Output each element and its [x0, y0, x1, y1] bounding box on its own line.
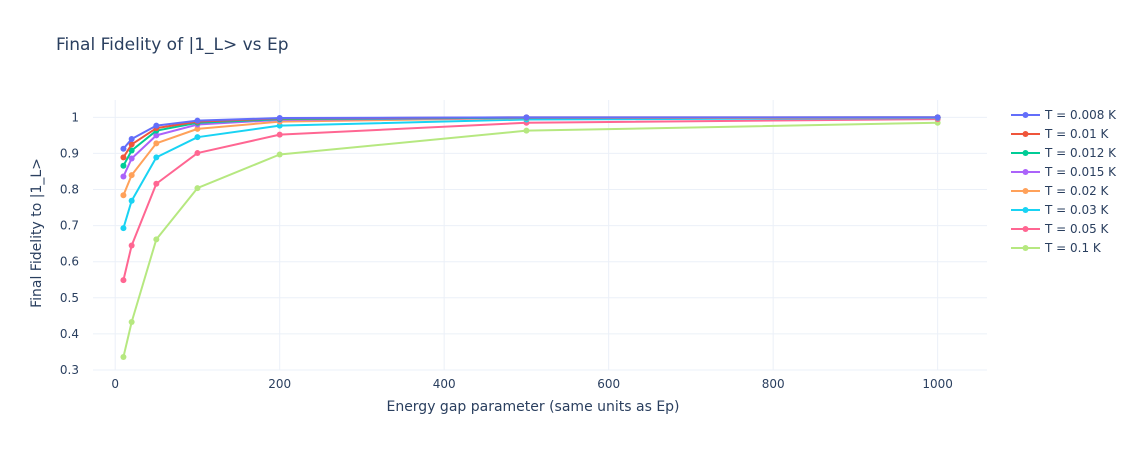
data-point — [120, 277, 127, 284]
data-point — [153, 154, 160, 161]
ticks-layer: 0 200 400 600 800 1000 0.3 0.4 0.5 0.6 0.7 0.8 0.9 1 — [60, 110, 953, 391]
legend-swatch-marker — [1022, 226, 1029, 232]
data-point — [276, 151, 283, 158]
legend-label: T = 0.008 K — [1044, 108, 1117, 122]
x-tick-label: 800 — [762, 377, 785, 391]
data-point — [128, 135, 135, 142]
grid-layer — [93, 100, 987, 371]
y-tick-label: 0.9 — [60, 146, 79, 160]
x-tick-label: 1000 — [922, 377, 953, 391]
legend: T = 0.008 K T = 0.01 K T = 0.012 K T = 0.01… — [1011, 108, 1117, 255]
data-point — [194, 185, 201, 192]
legend-item[interactable]: T = 0.01 K — [1011, 127, 1110, 141]
data-point — [128, 242, 135, 249]
x-tick-label: 0 — [111, 377, 119, 391]
legend-label: T = 0.02 K — [1044, 184, 1110, 198]
data-point — [128, 147, 135, 154]
series-6 — [120, 116, 941, 284]
legend-label: T = 0.03 K — [1044, 203, 1110, 217]
series-0 — [120, 114, 941, 152]
data-point — [153, 132, 160, 139]
data-point — [128, 318, 135, 325]
y-tick-label: 1 — [71, 110, 79, 124]
data-point — [120, 154, 127, 161]
legend-item[interactable]: T = 0.1 K — [1011, 241, 1102, 255]
series-line — [122, 121, 938, 358]
series-4 — [120, 114, 941, 199]
data-point — [276, 131, 283, 138]
series-5 — [120, 115, 941, 232]
x-tick-label: 200 — [268, 377, 291, 391]
y-tick-label: 0.6 — [60, 255, 79, 269]
data-point — [120, 145, 127, 152]
data-point — [120, 192, 127, 199]
y-tick-label: 0.4 — [60, 327, 79, 341]
chart-title: Final Fidelity of |1_L> vs Ep — [56, 35, 288, 55]
legend-label: T = 0.1 K — [1044, 241, 1102, 255]
data-point — [153, 180, 160, 187]
legend-item[interactable]: T = 0.02 K — [1011, 184, 1110, 198]
legend-swatch-marker — [1022, 150, 1029, 156]
data-point — [276, 115, 283, 122]
legend-item[interactable]: T = 0.015 K — [1011, 165, 1117, 179]
data-point — [194, 117, 201, 124]
data-point — [153, 122, 160, 129]
data-point — [120, 225, 127, 232]
y-tick-label: 0.5 — [60, 291, 79, 305]
data-point — [934, 114, 941, 121]
series-line — [122, 118, 938, 281]
legend-item[interactable]: T = 0.008 K — [1011, 108, 1117, 122]
legend-swatch-marker — [1022, 169, 1029, 175]
series-7 — [120, 119, 941, 361]
legend-swatch-marker — [1022, 245, 1029, 251]
series-line — [122, 116, 938, 196]
x-tick-label: 400 — [433, 377, 456, 391]
data-point — [153, 236, 160, 243]
data-point — [120, 173, 127, 180]
y-axis-title: Final Fidelity to |1_L> — [29, 158, 45, 308]
legend-swatch-marker — [1022, 188, 1029, 194]
data-point — [120, 162, 127, 169]
y-tick-label: 0.3 — [60, 363, 79, 377]
x-tick-label: 600 — [597, 377, 620, 391]
data-point — [194, 150, 201, 157]
data-point — [153, 140, 160, 147]
x-axis-title: Energy gap parameter (same units as Ep) — [386, 399, 679, 415]
series-line — [122, 117, 938, 229]
legend-label: T = 0.015 K — [1044, 165, 1117, 179]
data-point — [194, 125, 201, 132]
data-point — [120, 354, 127, 361]
legend-label: T = 0.012 K — [1044, 146, 1117, 160]
y-tick-label: 0.7 — [60, 219, 79, 233]
legend-swatch-marker — [1022, 131, 1029, 137]
data-point — [523, 114, 530, 121]
legend-item[interactable]: T = 0.012 K — [1011, 146, 1117, 160]
y-tick-label: 0.8 — [60, 183, 79, 197]
data-point — [194, 134, 201, 141]
data-point — [128, 155, 135, 162]
legend-label: T = 0.05 K — [1044, 222, 1110, 236]
legend-item[interactable]: T = 0.03 K — [1011, 203, 1110, 217]
data-point — [128, 172, 135, 179]
legend-label: T = 0.01 K — [1044, 127, 1110, 141]
legend-swatch-marker — [1022, 112, 1029, 118]
data-point — [128, 197, 135, 204]
data-point — [523, 127, 530, 134]
legend-swatch-marker — [1022, 207, 1029, 213]
legend-item[interactable]: T = 0.05 K — [1011, 222, 1110, 236]
data-point — [128, 141, 135, 148]
series-layer — [120, 114, 941, 361]
